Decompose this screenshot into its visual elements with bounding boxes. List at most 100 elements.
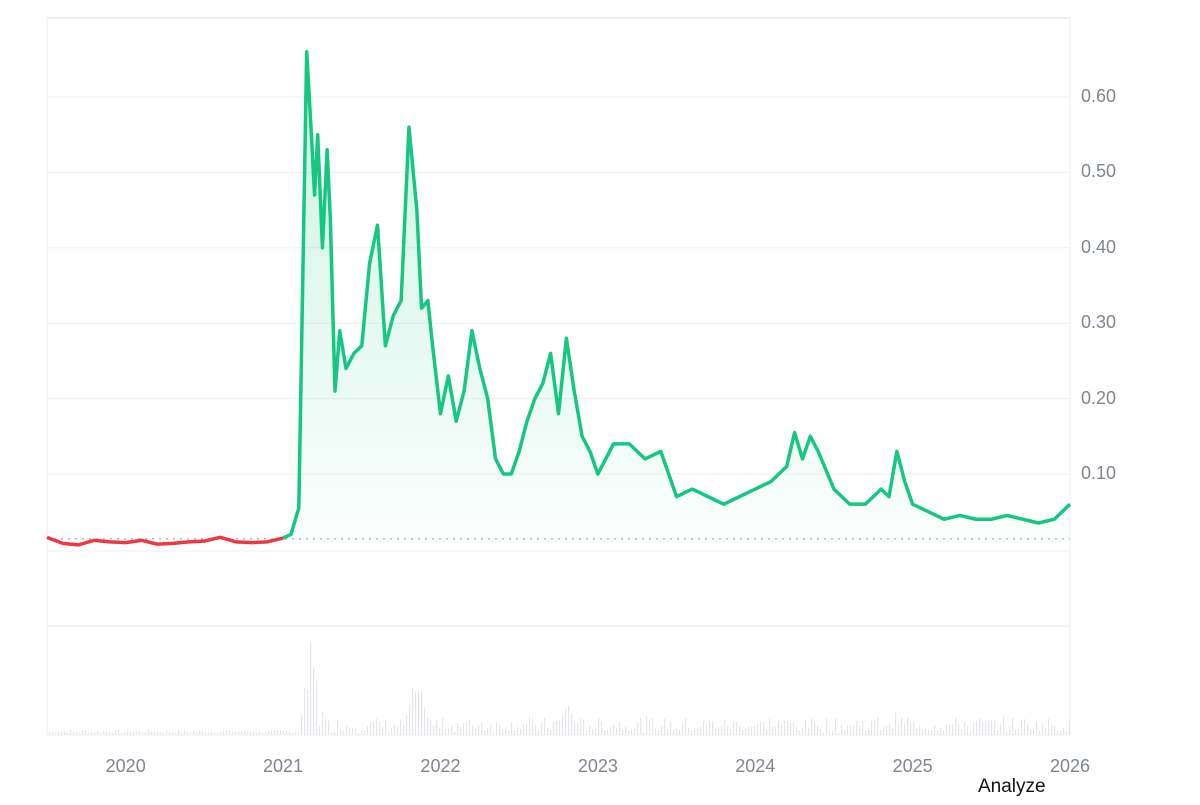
volume-bar: [754, 725, 756, 735]
volume-bar: [253, 732, 255, 735]
volume-bar: [826, 718, 828, 735]
volume-bar: [157, 731, 159, 735]
volume-bar: [613, 724, 615, 735]
volume-bar: [739, 726, 741, 735]
volume-bar: [679, 729, 681, 735]
volume-bar: [868, 728, 870, 735]
volume-bar: [268, 730, 270, 735]
volume-bar: [751, 726, 753, 735]
volume-bar: [502, 728, 504, 735]
volume-bar: [943, 730, 945, 735]
volume-bar: [559, 720, 561, 735]
volume-bar: [634, 728, 636, 735]
volume-bar: [583, 719, 585, 735]
volume-bar: [250, 731, 252, 735]
volume-bar: [592, 728, 594, 735]
volume-bar: [973, 721, 975, 735]
volume-bar: [277, 730, 279, 735]
volume-bar: [568, 705, 570, 735]
volume-bar: [673, 729, 675, 735]
volume-bar: [901, 717, 903, 735]
volume-bar: [817, 725, 819, 735]
volume-bar: [355, 728, 357, 735]
volume-bar: [658, 730, 660, 735]
volume-bar: [397, 726, 399, 735]
volume-bar: [304, 687, 306, 735]
volume-bar: [763, 721, 765, 735]
volume-bar: [655, 728, 657, 735]
volume-bar: [481, 722, 483, 735]
price-line-down: [46, 535, 284, 547]
volume-bar: [904, 723, 906, 735]
volume-bar: [448, 728, 450, 735]
volume-bar: [553, 721, 555, 735]
volume-bar: [412, 688, 414, 735]
volume-bar: [262, 732, 264, 735]
volume-bar: [1003, 716, 1005, 735]
volume-bar: [388, 731, 390, 735]
volume-bar: [775, 726, 777, 735]
volume-bar: [370, 722, 372, 735]
volume-bar: [766, 729, 768, 735]
volume-bar: [577, 722, 579, 735]
volume-bar: [976, 721, 978, 735]
volume-bar: [697, 728, 699, 735]
volume-bar: [442, 717, 444, 735]
volume-bar: [802, 728, 804, 735]
volume-bar: [391, 728, 393, 735]
volume-bar: [625, 726, 627, 735]
volume-bar: [517, 727, 519, 735]
volume-bar: [451, 725, 453, 735]
volume-bar: [220, 731, 222, 735]
volume-bar: [385, 720, 387, 735]
volume-bar: [571, 713, 573, 735]
volume-bar: [175, 732, 177, 735]
volume-bar: [835, 718, 837, 735]
volume-bar: [862, 721, 864, 735]
volume-bar: [562, 715, 564, 735]
volume-bar: [178, 730, 180, 735]
volume-bar: [313, 668, 315, 735]
volume-bar: [916, 728, 918, 735]
volume-bar: [1006, 731, 1008, 735]
volume-bar: [598, 718, 600, 735]
volume-bar: [946, 724, 948, 735]
volume-bar: [148, 730, 150, 735]
volume-bar: [595, 727, 597, 735]
volume-bar: [298, 731, 300, 735]
volume-bar: [820, 729, 822, 735]
volume-bar: [574, 724, 576, 735]
volume-bar: [730, 728, 732, 735]
volume-bar: [535, 724, 537, 735]
volume-bar: [436, 720, 438, 735]
volume-bar: [931, 730, 933, 735]
volume-bar: [997, 729, 999, 735]
volume-bar: [691, 730, 693, 735]
volume-bar: [232, 732, 234, 735]
analyze-link[interactable]: Analyze: [978, 776, 1046, 797]
volume-bar: [1063, 728, 1065, 735]
volume-bar: [409, 704, 411, 735]
volume-bar: [832, 730, 834, 735]
volume-bar: [1009, 726, 1011, 735]
volume-bar: [181, 732, 183, 735]
volume-bar: [934, 725, 936, 735]
volume-bar: [787, 721, 789, 735]
volume-bar: [307, 689, 309, 735]
volume-bar: [715, 728, 717, 735]
volume-bar: [994, 720, 996, 735]
volume-bar: [403, 725, 405, 735]
volume-bar: [82, 730, 84, 735]
volume-bar: [100, 732, 102, 735]
volume-bar: [706, 724, 708, 735]
volume-bar: [1048, 719, 1050, 735]
volume-bar: [631, 729, 633, 735]
volume-bar: [727, 725, 729, 735]
volume-bar: [343, 730, 345, 735]
volume-bar: [70, 730, 72, 735]
volume-bar: [382, 727, 384, 735]
volume-bar: [580, 717, 582, 735]
volume-bar: [736, 722, 738, 735]
